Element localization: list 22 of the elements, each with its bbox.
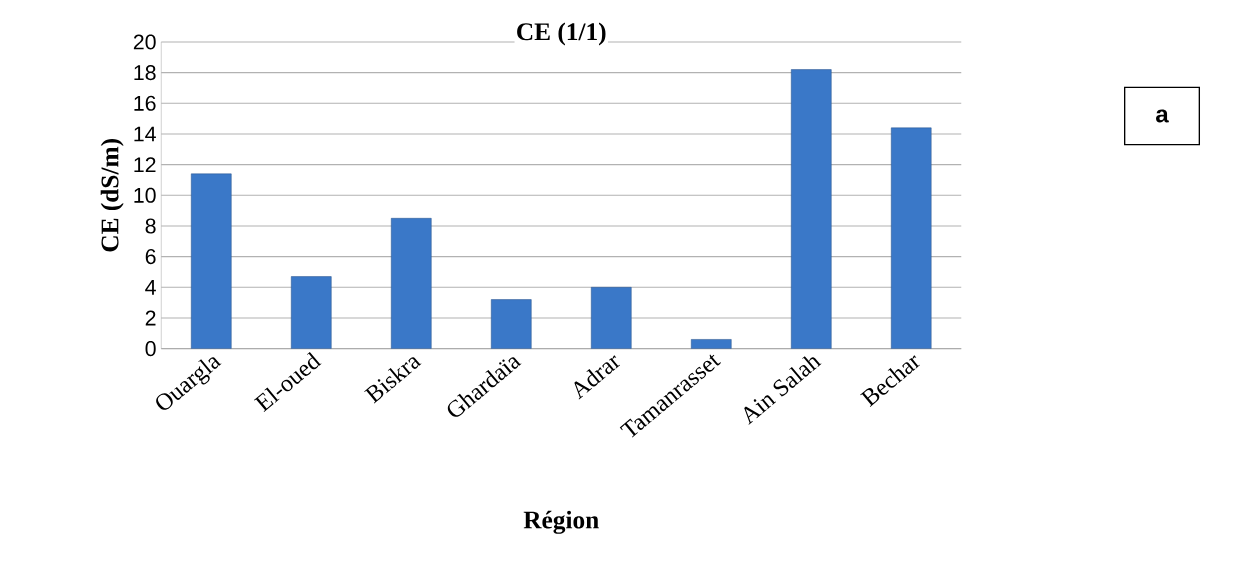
- y-tick-label: 20: [133, 34, 156, 50]
- bar: [590, 287, 632, 349]
- y-axis-title: CE (dS/m): [100, 139, 124, 252]
- y-tick-label: 8: [145, 218, 156, 234]
- y-tick-label: 12: [134, 157, 156, 173]
- y-tick-label: 4: [145, 279, 156, 295]
- bar: [890, 127, 932, 349]
- bar: [490, 299, 532, 349]
- chart-title: CE (1/1): [517, 22, 606, 46]
- y-tick-label: 2: [145, 310, 156, 326]
- y-tick-label: 10: [134, 187, 156, 203]
- bar: [290, 276, 332, 349]
- y-tick-label: 14: [134, 126, 156, 142]
- bar: [790, 69, 832, 349]
- bar: [190, 173, 232, 349]
- y-tick-label: 18: [134, 65, 156, 81]
- y-tick-label: 0: [145, 341, 156, 357]
- bar: [390, 218, 432, 349]
- y-tick-label: 16: [134, 95, 156, 111]
- x-axis-title: Région: [523, 510, 599, 534]
- text: a: [1156, 109, 1169, 123]
- y-tick-label: 6: [145, 249, 156, 265]
